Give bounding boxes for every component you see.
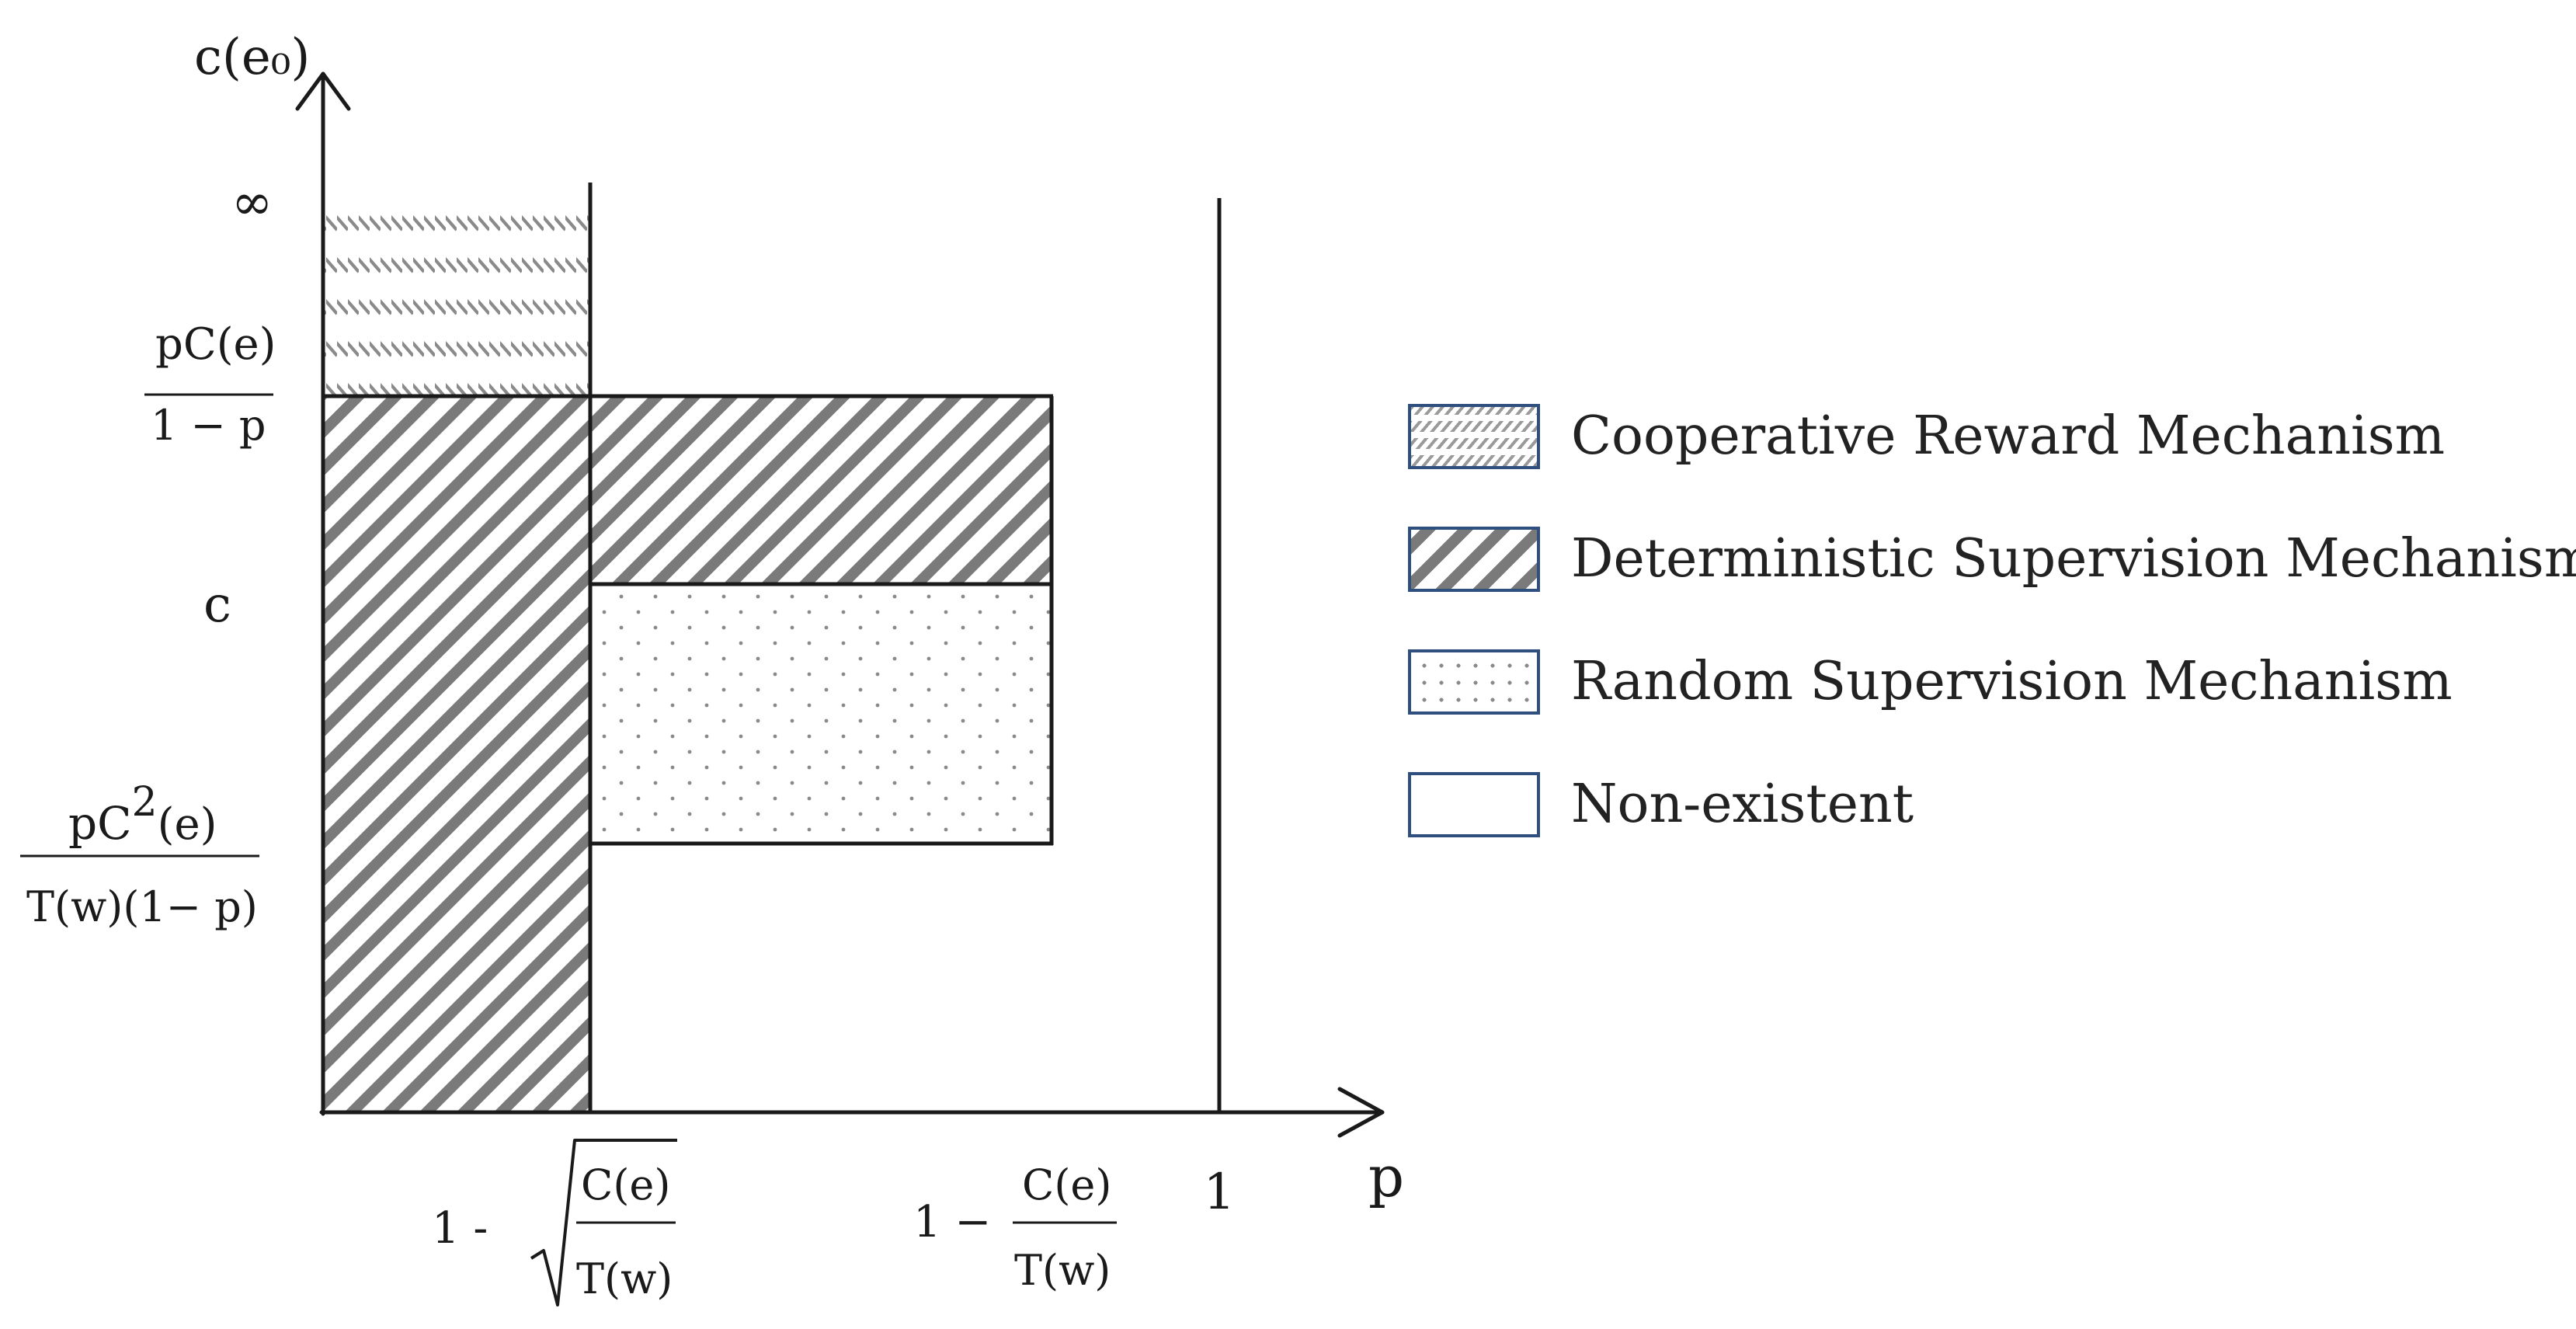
y-tick-ratio-denominator: 1 − p <box>151 401 266 450</box>
random-supervision-region <box>590 584 1052 844</box>
y-tick-lower: pC2(e) T(w)(1− p) <box>20 779 259 931</box>
legend-item-deterministic: Deterministic Supervision Mechanism <box>1408 527 2576 597</box>
x-tick-sqrt: 1 - C(e) T(w) <box>432 1139 677 1306</box>
y-tick-lower-numerator: pC2(e) <box>68 779 217 850</box>
x-tick-ratio: 1 − C(e) T(w) <box>913 1160 1117 1295</box>
y-tick-ratio-numerator: pC(e) <box>155 319 276 370</box>
x-tick-ratio-denominator: T(w) <box>1014 1246 1111 1295</box>
x-tick-one: 1 <box>1204 1164 1236 1221</box>
cooperative-reward-region <box>325 194 589 395</box>
deterministic-region-left <box>325 396 589 1111</box>
legend-swatch-random <box>1408 649 1540 715</box>
legend-label-deterministic: Deterministic Supervision Mechanism <box>1571 528 2576 590</box>
x-tick-sqrt-denominator: T(w) <box>576 1254 673 1303</box>
y-tick-infinity: ∞ <box>231 174 273 231</box>
x-axis-label: p <box>1368 1144 1404 1209</box>
legend-label-random: Random Supervision Mechanism <box>1571 651 2453 712</box>
legend-swatch-deterministic <box>1408 527 1540 592</box>
y-axis-label: c(e₀) <box>194 29 310 86</box>
legend-swatch-cooperative <box>1408 404 1540 469</box>
legend-swatch-nonexistent <box>1408 772 1540 837</box>
legend-label-cooperative: Cooperative Reward Mechanism <box>1571 405 2446 467</box>
x-tick-ratio-numerator: C(e) <box>1022 1160 1111 1209</box>
x-tick-sqrt-prefix: 1 - <box>432 1203 488 1254</box>
legend-item-nonexistent: Non-existent <box>1408 772 2573 842</box>
y-axis-arrowhead <box>295 71 351 111</box>
y-tick-ratio: pC(e) 1 − p <box>144 319 276 450</box>
y-tick-c: c <box>203 576 231 634</box>
y-tick-lower-denominator: T(w)(1− p) <box>26 882 258 931</box>
x-tick-sqrt-numerator: C(e) <box>581 1160 670 1209</box>
x-axis-arrowhead <box>1337 1087 1385 1138</box>
x-tick-ratio-prefix: 1 − <box>913 1197 991 1247</box>
legend-item-random: Random Supervision Mechanism <box>1408 649 2573 719</box>
legend-label-nonexistent: Non-existent <box>1571 774 1914 835</box>
deterministic-region-right <box>590 396 1052 584</box>
legend-item-cooperative: Cooperative Reward Mechanism <box>1408 404 2573 474</box>
sqrt-radical-sign <box>530 1139 677 1306</box>
